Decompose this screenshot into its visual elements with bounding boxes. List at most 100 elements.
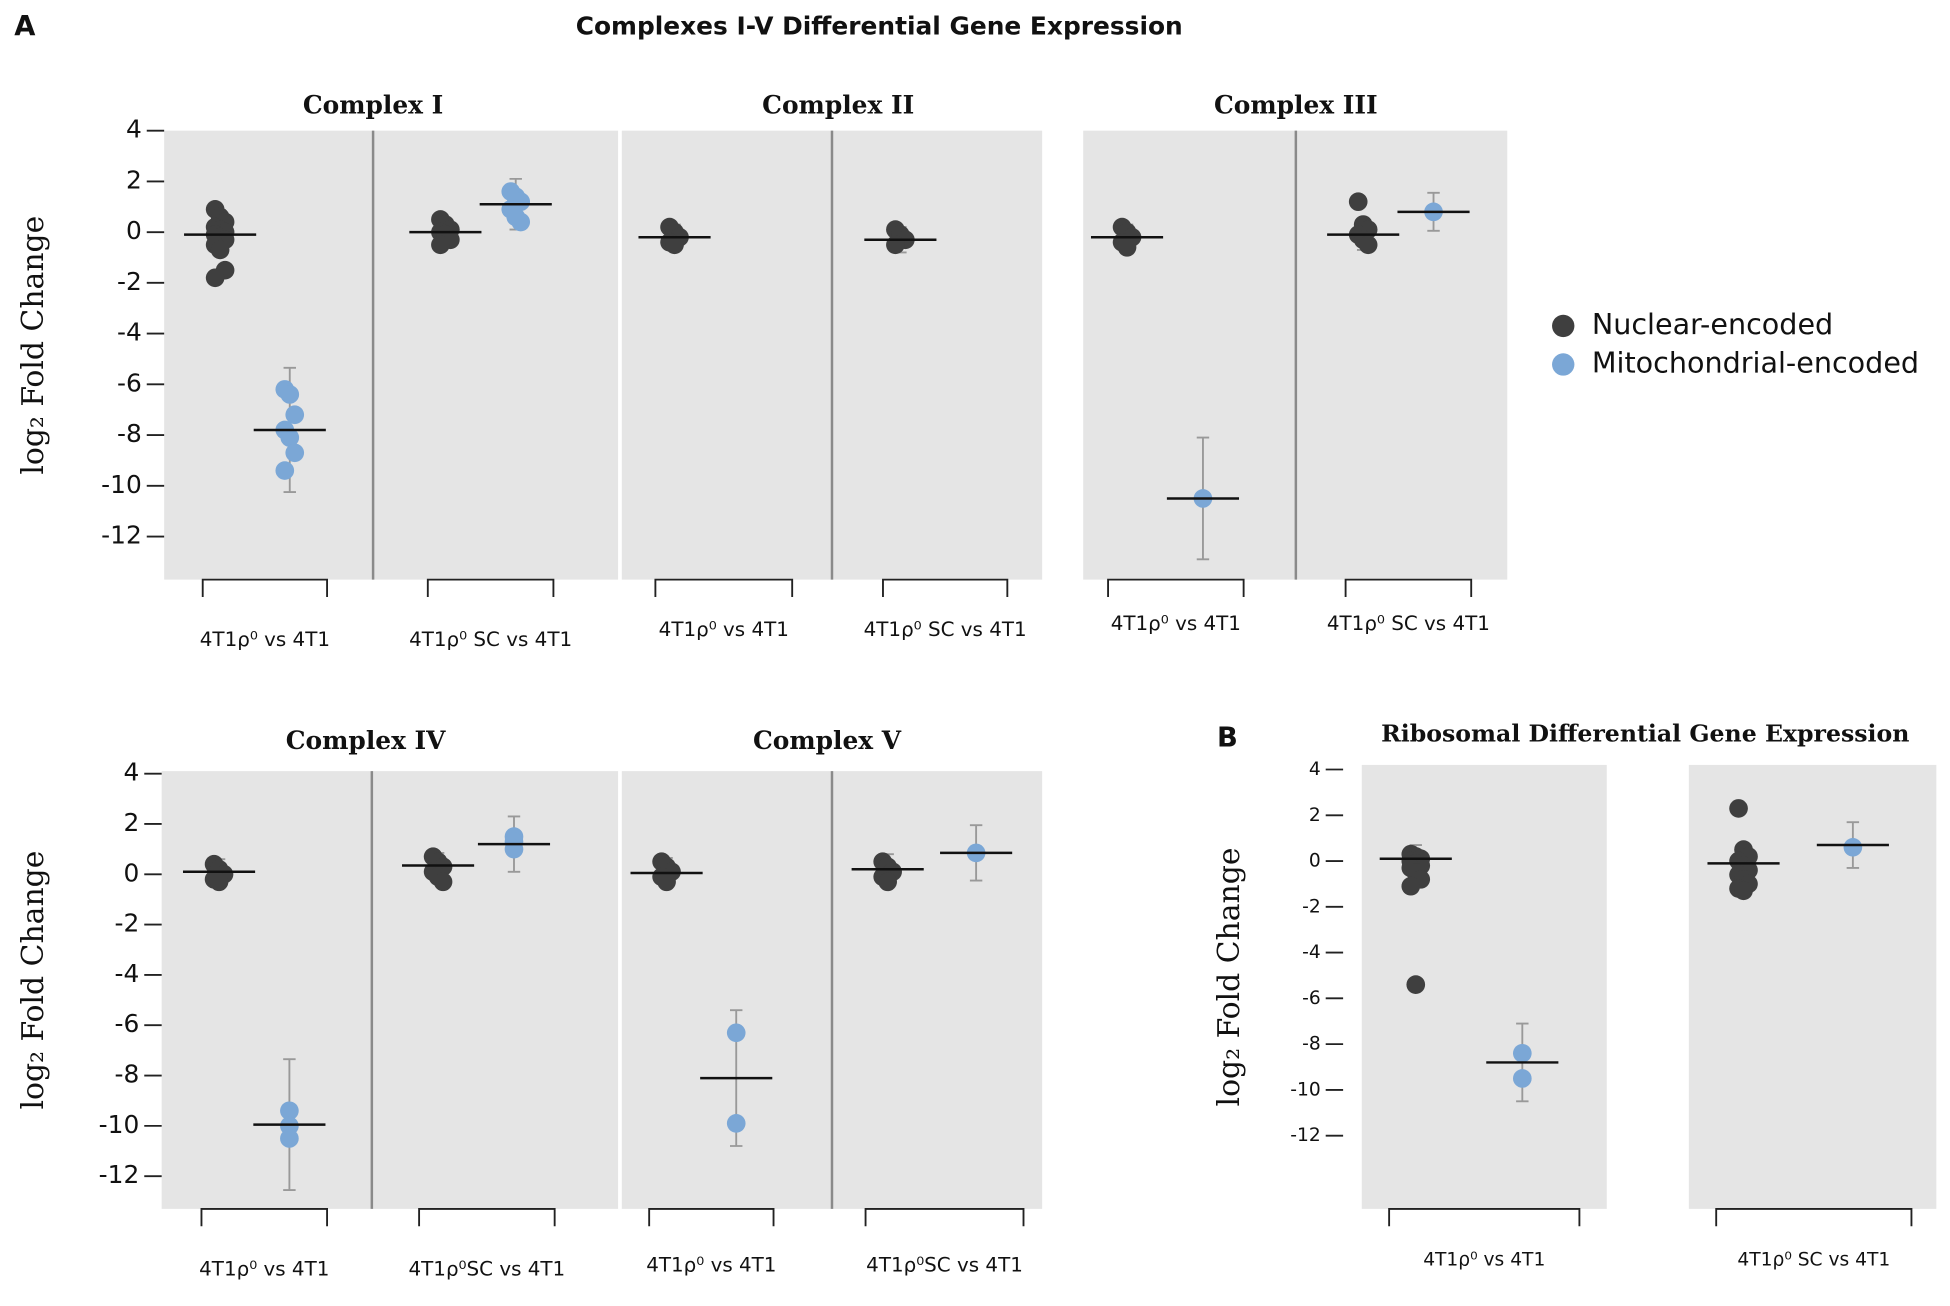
group-bracket <box>654 578 794 598</box>
group-bracket <box>864 1207 1025 1227</box>
nuclear-point <box>657 872 676 892</box>
x-category-label: 4T1ρ⁰ SC vs 4T1 <box>1737 1249 1890 1270</box>
nuclear-point <box>433 872 453 892</box>
y-tick-label: 4 <box>126 115 142 144</box>
nuclear-point <box>1729 799 1748 818</box>
y-tick-label: -4 <box>117 318 142 347</box>
x-category-label: 4T1ρ⁰ vs 4T1 <box>646 1254 776 1277</box>
y-tick-label: 2 <box>1309 805 1321 826</box>
mito-point <box>726 1023 746 1043</box>
nuclear-point <box>1117 238 1137 257</box>
mito-point <box>285 443 305 463</box>
group-bracket <box>418 1207 556 1227</box>
x-category-label: 4T1ρ⁰SC vs 4T1 <box>409 1257 566 1280</box>
x-category-label: 4T1ρ⁰ vs 4T1 <box>199 1257 329 1280</box>
nuclear-point <box>665 235 684 255</box>
chart-title: Complex II <box>762 91 914 120</box>
y-tick-label: -6 <box>117 368 142 397</box>
nuclear-point <box>205 268 225 288</box>
y-tick-label: 0 <box>123 858 139 887</box>
x-category-label: 4T1ρ⁰ SC vs 4T1 <box>1327 612 1490 635</box>
mito-point <box>275 461 295 480</box>
y-tick-label: -8 <box>114 1060 139 1089</box>
legend-label: Mitochondrial-encoded <box>1592 345 1919 379</box>
mito-point <box>285 405 305 425</box>
panel-background <box>164 130 619 580</box>
group-bracket <box>200 1207 329 1227</box>
x-category-label: 4T1ρ⁰ vs 4T1 <box>1423 1249 1545 1270</box>
y-axis-label: log₂ Fold Change <box>16 216 51 475</box>
y-tick-label: -10 <box>1290 1079 1320 1100</box>
y-axis-label: log₂ Fold Change <box>1212 847 1247 1106</box>
y-tick-label: -6 <box>114 1009 139 1038</box>
group-bracket <box>426 578 555 598</box>
nuclear-point <box>878 872 898 892</box>
group-bracket <box>648 1207 775 1227</box>
mito-point <box>504 839 524 859</box>
y-tick-label: -2 <box>117 267 142 296</box>
mito-point <box>1512 1043 1532 1063</box>
mito-point <box>1843 837 1863 857</box>
group-bracket <box>882 578 1009 598</box>
chart-title: Complex III <box>1214 91 1378 120</box>
y-tick-label: -8 <box>1302 1034 1321 1055</box>
figure-title: Complexes I-V Differential Gene Expressi… <box>576 11 1183 40</box>
y-tick-label: -6 <box>1302 988 1321 1009</box>
chart-title: Complex V <box>753 726 902 755</box>
mito-point <box>280 1129 299 1148</box>
nuclear-point <box>1348 192 1368 212</box>
chart-title: Complex I <box>303 91 443 120</box>
nuclear-point <box>209 872 229 892</box>
chart-title: Ribosomal Differential Gene Expression <box>1381 720 1909 748</box>
group-bracket <box>1107 578 1245 598</box>
y-tick-label: -4 <box>114 959 139 988</box>
mito-point <box>280 385 300 404</box>
panel-background <box>161 771 619 1209</box>
nuclear-point <box>1734 881 1753 901</box>
panel-label: B <box>1217 722 1238 753</box>
legend-label: Nuclear-encoded <box>1592 307 1833 341</box>
mito-point <box>1512 1069 1532 1088</box>
x-category-label: 4T1ρ⁰ SC vs 4T1 <box>864 618 1027 641</box>
legend-swatch <box>1552 353 1575 376</box>
x-category-label: 4T1ρ⁰SC vs 4T1 <box>866 1254 1023 1277</box>
y-tick-label: 4 <box>1309 759 1321 780</box>
y-tick-label: 2 <box>123 808 139 837</box>
group-bracket <box>1388 1207 1581 1227</box>
y-tick-label: 0 <box>126 216 142 245</box>
panel-background <box>1688 764 1937 1209</box>
panel-background <box>1361 764 1607 1209</box>
mito-point <box>280 1101 299 1121</box>
chart-title: Complex IV <box>286 726 446 755</box>
nuclear-point <box>886 235 905 255</box>
nuclear-point <box>431 235 450 255</box>
nuclear-point <box>210 240 230 260</box>
y-tick-label: -10 <box>99 1110 140 1139</box>
mito-point <box>280 428 300 447</box>
x-category-label: 4T1ρ⁰ SC vs 4T1 <box>409 628 572 651</box>
y-tick-label: -2 <box>114 909 139 938</box>
nuclear-point <box>1401 876 1421 896</box>
group-bracket <box>201 578 329 598</box>
group-bracket <box>1715 1207 1913 1227</box>
nuclear-point <box>1406 975 1426 994</box>
y-tick-label: -4 <box>1302 942 1321 963</box>
y-tick-label: -12 <box>99 1160 140 1189</box>
y-tick-label: -8 <box>117 419 142 448</box>
legend-swatch <box>1552 314 1575 338</box>
mito-point <box>511 212 531 232</box>
y-axis-label: log₂ Fold Change <box>16 851 51 1110</box>
y-tick-label: -2 <box>1302 896 1321 917</box>
x-category-label: 4T1ρ⁰ vs 4T1 <box>659 618 789 641</box>
y-tick-label: -12 <box>101 521 142 550</box>
y-tick-label: 0 <box>1309 851 1321 872</box>
nuclear-point <box>1358 235 1378 255</box>
x-category-label: 4T1ρ⁰ vs 4T1 <box>200 628 330 651</box>
y-tick-label: -12 <box>1290 1125 1320 1146</box>
y-tick-label: -10 <box>101 470 142 499</box>
y-tick-label: 4 <box>123 758 139 787</box>
mito-point <box>726 1114 746 1133</box>
panel-label: A <box>14 11 36 42</box>
